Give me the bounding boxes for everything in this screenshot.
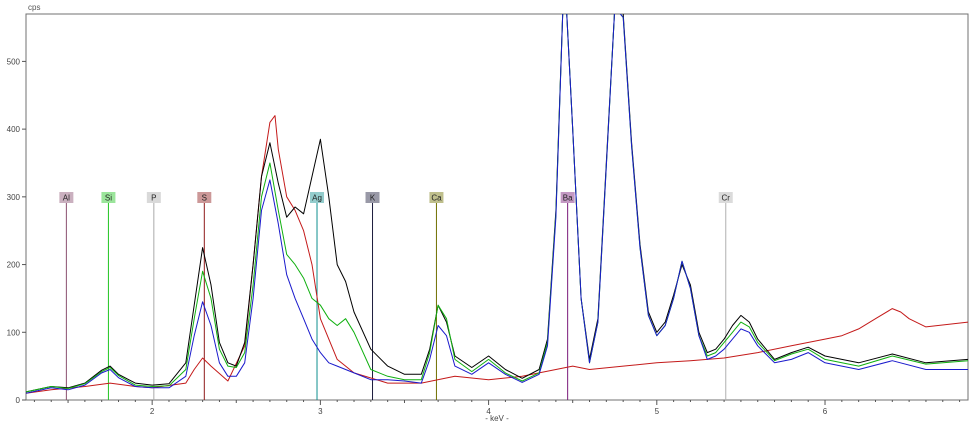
x-tick-label: 3 [318,407,323,416]
element-label-box [59,192,74,203]
element-label: Al [63,194,70,203]
element-marker-si[interactable]: Si [101,192,116,203]
y-tick-label: 300 [7,193,21,202]
element-label: Ca [431,194,442,203]
element-marker-cr[interactable]: Cr [718,192,733,203]
spectrum-line-1 [26,14,968,393]
element-label: Cr [722,194,731,203]
x-tick-label: 2 [150,407,155,416]
x-axis-label: - keV - [485,414,509,423]
element-label: K [370,194,376,203]
element-label: Si [105,194,112,203]
element-marker-ag[interactable]: Ag [310,192,325,203]
element-label-box [560,192,575,203]
element-label: P [151,194,156,203]
element-marker-p[interactable]: P [146,192,161,203]
x-tick-label: 4 [486,407,491,416]
element-label: Ag [312,194,322,203]
element-label: Ba [563,194,573,203]
y-axis: 0 100 200 300 400 500 [7,57,26,405]
element-label-box [310,192,325,203]
element-marker-k[interactable]: K [365,192,380,203]
element-label-box [429,192,444,203]
y-tick-label: 400 [7,125,21,134]
element-marker-al[interactable]: Al [59,192,74,203]
element-label-box [197,192,212,203]
element-label-box [101,192,116,203]
element-label-box [365,192,380,203]
element-label: S [202,194,207,203]
y-tick-label: 500 [7,57,21,66]
y-tick-label: 200 [7,261,21,270]
element-label-box [146,192,161,203]
x-axis: 2 3 4 5 6 [33,400,961,416]
element-markers: Al Si P S Ag K Ca Ba Cr [59,192,733,203]
element-marker-s[interactable]: S [197,192,212,203]
y-axis-label: cps [28,3,40,12]
y-tick-label: 100 [7,328,21,337]
plot-frame [25,13,969,401]
x-tick-label: 5 [655,407,660,416]
spectrum-line-0 [26,14,968,393]
y-tick-label: 0 [16,396,21,405]
element-marker-ba[interactable]: Ba [560,192,575,203]
spectrum-line-2 [26,14,968,394]
element-marker-ca[interactable]: Ca [429,192,444,203]
spectrum-series [26,14,968,394]
x-tick-label: 6 [823,407,828,416]
element-label-box [718,192,733,203]
